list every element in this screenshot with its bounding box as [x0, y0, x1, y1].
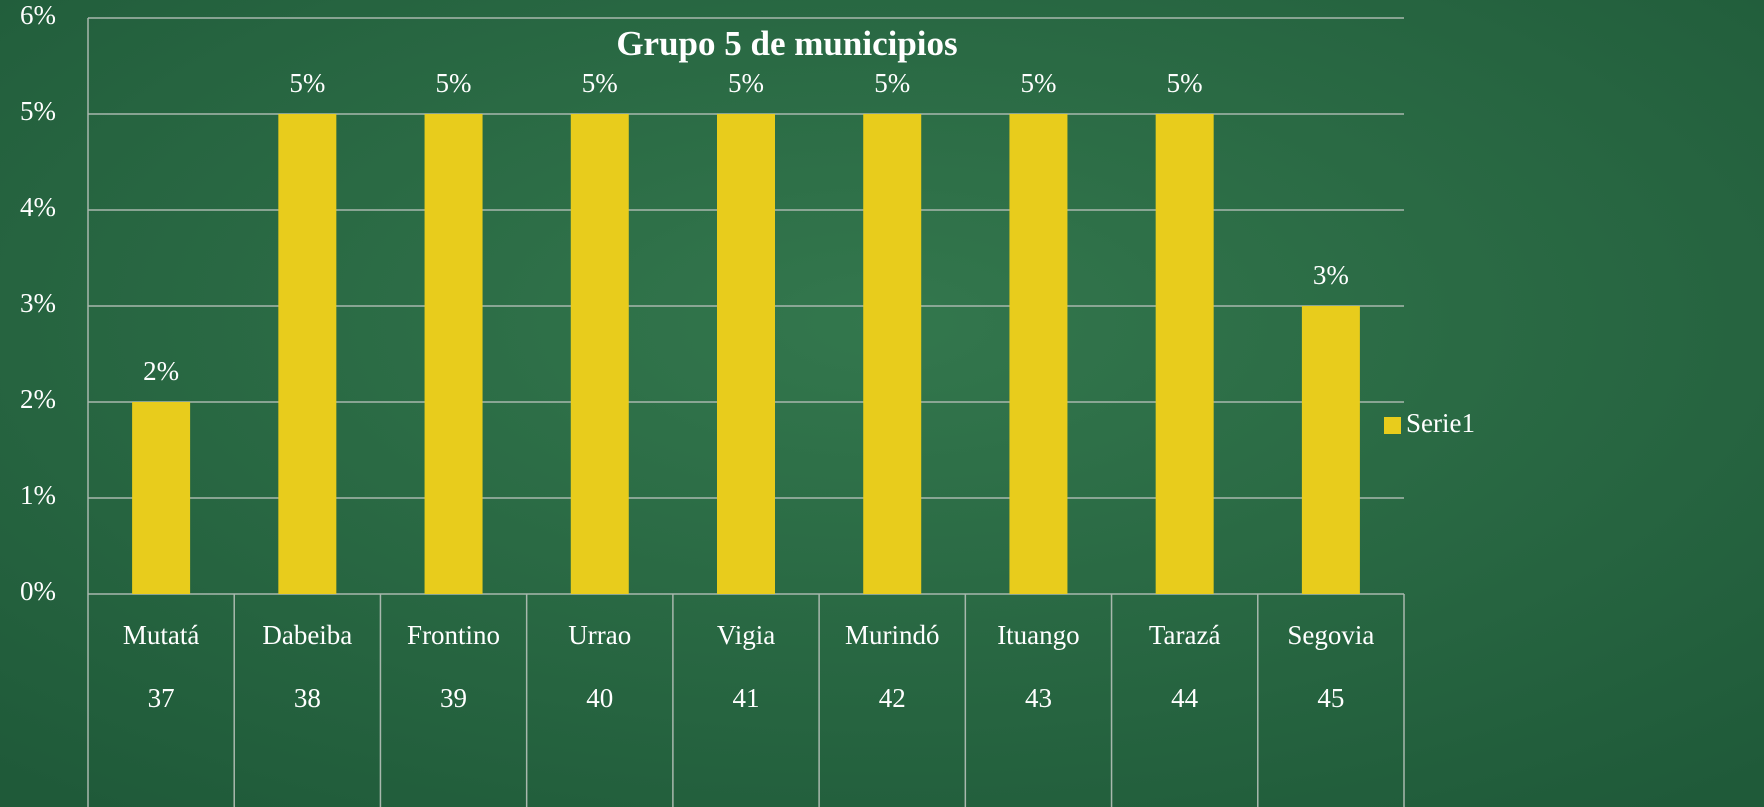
bar — [1301, 306, 1360, 594]
data-label: 5% — [289, 68, 325, 98]
data-label: 3% — [1313, 260, 1349, 290]
legend-swatch — [1384, 417, 1401, 434]
bar — [1155, 114, 1214, 594]
x-tick-label: Tarazá — [1149, 620, 1221, 650]
y-tick-label: 4% — [20, 192, 56, 222]
data-label: 5% — [436, 68, 472, 98]
x-tick-label: Segovia — [1287, 620, 1374, 650]
bar — [1009, 114, 1068, 594]
x-tick-label: Ituango — [997, 620, 1079, 650]
data-label: 5% — [582, 68, 618, 98]
y-tick-label: 1% — [20, 480, 56, 510]
bar — [570, 114, 629, 594]
x-tick-code: 40 — [586, 683, 613, 713]
y-tick-label: 5% — [20, 96, 56, 126]
bar — [278, 114, 337, 594]
y-tick-label: 3% — [20, 288, 56, 318]
data-label: 5% — [728, 68, 764, 98]
y-tick-label: 2% — [20, 384, 56, 414]
y-tick-label: 6% — [20, 0, 56, 30]
x-tick-code: 42 — [879, 683, 906, 713]
bar — [424, 114, 483, 594]
x-tick-label: Mutatá — [123, 620, 199, 650]
data-label: 5% — [874, 68, 910, 98]
x-tick-label: Frontino — [407, 620, 500, 650]
x-tick-label: Murindó — [845, 620, 940, 650]
x-tick-code: 44 — [1171, 683, 1199, 713]
y-tick-label: 0% — [20, 576, 56, 606]
x-tick-code: 39 — [440, 683, 467, 713]
data-label: 2% — [143, 356, 179, 386]
x-tick-code: 38 — [294, 683, 321, 713]
bar — [717, 114, 775, 594]
x-tick-code: 37 — [148, 683, 175, 713]
x-tick-code: 45 — [1317, 683, 1344, 713]
x-tick-code: 43 — [1025, 683, 1052, 713]
bar — [863, 114, 922, 594]
x-tick-label: Vigia — [717, 620, 775, 650]
data-label: 5% — [1167, 68, 1203, 98]
x-tick-code: 41 — [733, 683, 760, 713]
x-tick-label: Dabeiba — [262, 620, 352, 650]
bar — [132, 402, 191, 594]
data-label: 5% — [1020, 68, 1056, 98]
chart-title: Grupo 5 de municipios — [616, 24, 957, 63]
legend-label: Serie1 — [1406, 408, 1475, 438]
x-tick-label: Urrao — [568, 620, 631, 650]
